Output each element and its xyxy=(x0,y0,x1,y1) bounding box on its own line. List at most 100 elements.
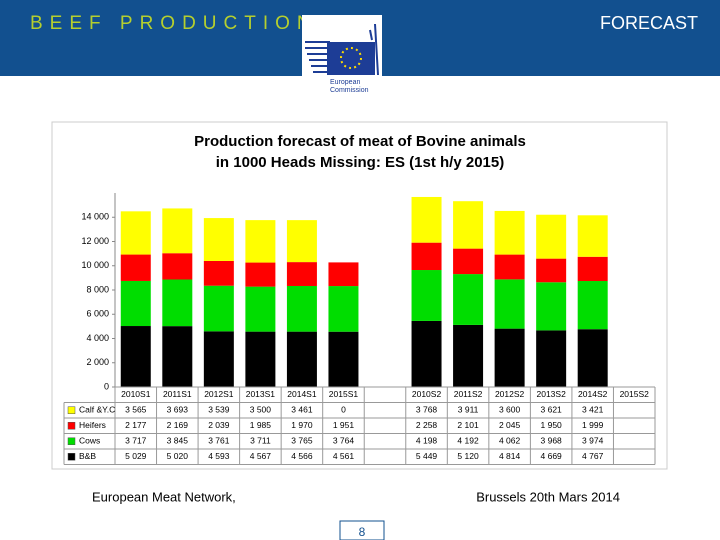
x-tick-label: 2013S1 xyxy=(246,389,276,399)
data-label: 3 768 xyxy=(416,405,438,415)
bar-segment xyxy=(286,220,317,263)
bar-segment xyxy=(203,285,234,332)
data-label: 1 951 xyxy=(333,420,355,430)
legend-label: Cows xyxy=(79,436,100,446)
bar-segment xyxy=(577,329,608,387)
x-tick-label: 2011S1 xyxy=(163,389,192,399)
bar-segment xyxy=(577,215,608,257)
bar-segment xyxy=(536,258,567,283)
data-label: 2 258 xyxy=(416,420,438,430)
data-label: 5 029 xyxy=(125,451,147,461)
logo-text: Commission xyxy=(330,87,369,94)
bar-segment xyxy=(453,201,484,249)
bar-segment xyxy=(411,320,442,387)
legend-swatch xyxy=(67,437,76,445)
x-tick-label: 2013S2 xyxy=(536,389,566,399)
bar-segment xyxy=(494,254,525,280)
data-label: 2 101 xyxy=(457,420,479,430)
data-label: 3 911 xyxy=(458,405,479,415)
bar-segment xyxy=(411,242,442,271)
bar-segment xyxy=(411,196,442,243)
legend-label: Calf &Y.C xyxy=(79,405,115,415)
bar-segment xyxy=(245,331,276,387)
data-label: 3 421 xyxy=(582,405,604,415)
bar-segment xyxy=(577,256,608,282)
x-tick-label: 2012S1 xyxy=(204,389,234,399)
data-label: 5 120 xyxy=(457,451,479,461)
bar-segment xyxy=(286,285,317,332)
header-title: BEEF PRODUCTION xyxy=(30,13,318,34)
y-tick-label: 2 000 xyxy=(86,357,109,367)
bar-segment xyxy=(536,282,567,331)
data-label: 4 062 xyxy=(499,436,521,446)
bar-segment xyxy=(203,218,234,261)
data-label: 1 985 xyxy=(250,420,272,430)
data-label: 5 020 xyxy=(167,451,189,461)
bar-segment xyxy=(203,260,234,286)
bar-segment xyxy=(120,326,151,387)
bar-segment xyxy=(494,328,525,387)
bar-segment xyxy=(162,326,193,387)
chart-title: Production forecast of meat of Bovine an… xyxy=(194,133,526,150)
data-label: 4 669 xyxy=(541,451,563,461)
x-tick-label: 2011S2 xyxy=(454,389,483,399)
data-label: 3 711 xyxy=(250,436,271,446)
data-label: 1 970 xyxy=(291,420,313,430)
logo-stars xyxy=(340,47,362,69)
bar-segment xyxy=(494,210,525,255)
bar-segment xyxy=(286,331,317,387)
data-label: 1 999 xyxy=(582,420,604,430)
bar-segment xyxy=(536,330,567,387)
footer-left: European Meat Network, xyxy=(92,489,236,504)
data-label: 5 449 xyxy=(416,451,438,461)
logo-text: European xyxy=(330,79,360,86)
y-tick-label: 10 000 xyxy=(81,260,109,270)
bar-segment xyxy=(494,279,525,329)
data-label: 4 566 xyxy=(291,451,313,461)
data-label: 3 765 xyxy=(291,436,313,446)
bar-segment xyxy=(577,281,608,330)
chart-title: in 1000 Heads Missing: ES (1st h/y 2015) xyxy=(216,154,504,171)
bar-segment xyxy=(203,331,234,387)
data-label: 4 198 xyxy=(416,436,438,446)
data-label: 3 500 xyxy=(250,405,272,415)
data-label: 3 600 xyxy=(499,405,521,415)
bar-segment xyxy=(162,253,193,280)
y-tick-label: 8 000 xyxy=(86,284,109,294)
bar-segment xyxy=(162,279,193,327)
data-label: 2 045 xyxy=(499,420,521,430)
data-label: 3 539 xyxy=(208,405,230,415)
bar-segment xyxy=(411,270,442,321)
bar-segment xyxy=(453,248,484,275)
legend-swatch xyxy=(67,453,76,461)
bar-segment xyxy=(328,262,359,287)
x-tick-label: 2015S2 xyxy=(620,389,650,399)
page-box xyxy=(339,520,385,540)
bar-segment xyxy=(245,220,276,263)
data-label: 3 845 xyxy=(167,436,189,446)
data-label: 3 621 xyxy=(541,405,563,415)
x-tick-label: 2012S2 xyxy=(495,389,525,399)
footer-right: Brussels 20th Mars 2014 xyxy=(476,489,620,504)
logo-flag xyxy=(327,42,375,75)
bar-segment xyxy=(328,286,359,332)
data-label: 4 767 xyxy=(582,451,604,461)
y-tick-label: 6 000 xyxy=(86,309,109,319)
x-tick-label: 2010S1 xyxy=(121,389,151,399)
data-label: 4 567 xyxy=(250,451,272,461)
legend-label: B&B xyxy=(79,451,96,461)
x-tick-label: 2015S1 xyxy=(329,389,359,399)
data-label: 3 565 xyxy=(125,405,147,415)
bar-segment xyxy=(120,280,151,327)
x-tick-label: 2014S2 xyxy=(578,389,608,399)
logo: European Commission xyxy=(302,15,382,101)
x-tick-label: 2010S2 xyxy=(412,389,442,399)
header-right: FORECAST xyxy=(600,13,698,33)
bar-segment xyxy=(453,274,484,325)
bar-segment xyxy=(120,254,151,281)
bar-segment xyxy=(536,214,567,259)
data-label: 3 968 xyxy=(541,436,563,446)
bar-segment xyxy=(245,262,276,287)
legend-swatch xyxy=(67,406,76,414)
